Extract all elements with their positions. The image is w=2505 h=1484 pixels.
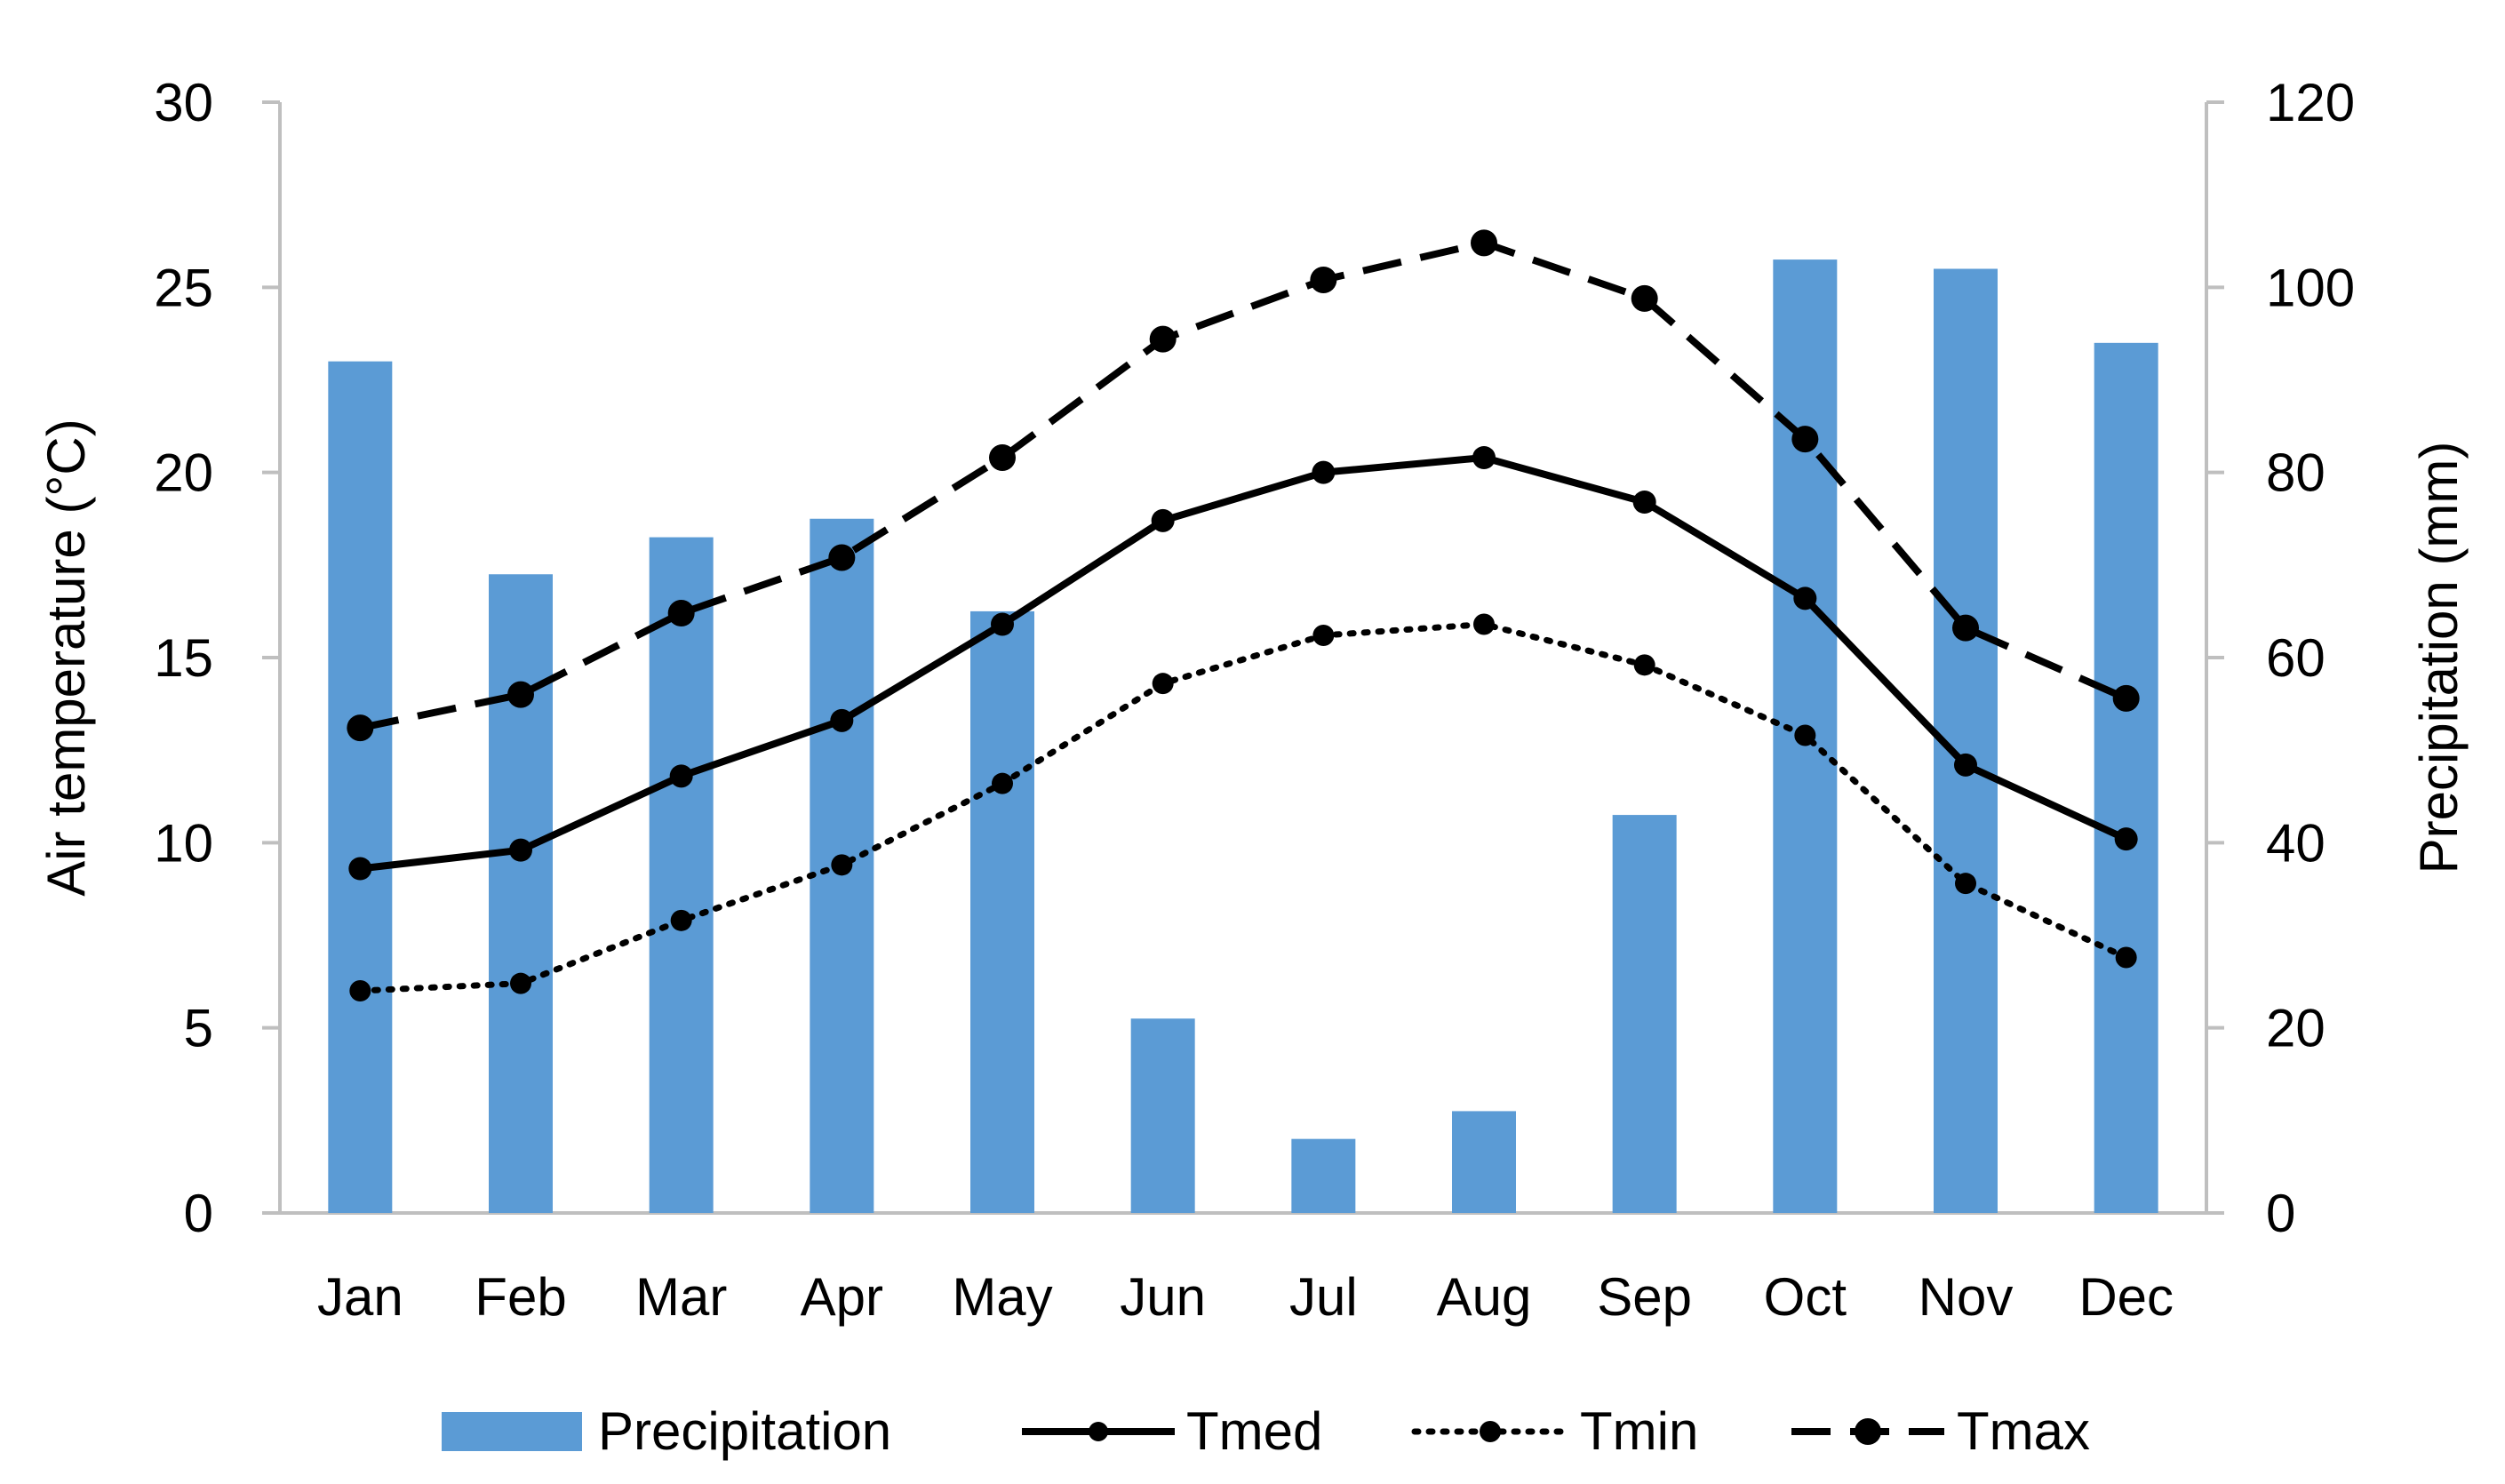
precipitation-bar-feb: [489, 574, 553, 1213]
point-tmax-aug: [1471, 229, 1497, 257]
right-tick-label: 40: [2266, 813, 2326, 873]
left-tick-label: 10: [154, 813, 213, 873]
point-tmin-sep: [1633, 654, 1655, 676]
precipitation-bars: [328, 259, 2158, 1214]
left-tick-label: 0: [184, 1184, 213, 1243]
legend-item-tmax: Tmax: [1791, 1401, 2090, 1461]
precipitation-bar-jun: [1130, 1018, 1195, 1213]
point-tmax-apr: [828, 544, 856, 571]
precipitation-bar-jan: [328, 361, 393, 1214]
legend-label-tmax: Tmax: [1957, 1401, 2090, 1461]
line-tmax: [359, 239, 2128, 732]
precipitation-bar-jul: [1291, 1138, 1356, 1213]
left-tick-label: 20: [154, 443, 213, 503]
point-tmax-feb: [507, 681, 534, 708]
point-tmed-jun: [1151, 508, 1175, 532]
right-tick-label: 20: [2266, 999, 2326, 1058]
left-axis-title: Air temperature (°C): [36, 419, 96, 896]
month-label-mar: Mar: [635, 1267, 727, 1327]
month-label-aug: Aug: [1437, 1267, 1532, 1327]
right-tick-label: 100: [2266, 258, 2355, 317]
left-tick-label: 15: [154, 628, 213, 688]
point-tmin-dec: [2115, 946, 2137, 969]
point-tmin-nov: [1955, 873, 1976, 895]
right-tick-label: 80: [2266, 443, 2326, 503]
point-tmax-jul: [1310, 267, 1337, 293]
month-label-sep: Sep: [1597, 1267, 1692, 1327]
line-tmed: [359, 454, 2128, 873]
point-tmax-dec: [2112, 684, 2140, 712]
month-label-oct: Oct: [1764, 1267, 1847, 1327]
legend-item-tmed: Tmed: [1022, 1401, 1322, 1461]
point-tmax-may: [989, 444, 1016, 471]
precipitation-bar-may: [970, 610, 1034, 1213]
point-tmed-jul: [1312, 460, 1336, 484]
right-tick-label: 60: [2266, 628, 2326, 688]
month-label-jul: Jul: [1289, 1267, 1358, 1327]
legend-marker-tmed: [1089, 1422, 1108, 1441]
point-tmin-oct: [1794, 724, 1816, 746]
temperature-lines: [347, 229, 2140, 1001]
point-tmed-mar: [669, 764, 693, 788]
precipitation-bar-mar: [649, 537, 714, 1213]
point-tmed-jan: [348, 857, 372, 881]
left-tick-label: 25: [154, 258, 213, 317]
point-tmin-may: [992, 772, 1013, 794]
right-tick-label: 120: [2266, 73, 2355, 132]
precipitation-bar-aug: [1452, 1111, 1516, 1213]
legend-item-precipitation: Precipitation: [442, 1401, 891, 1461]
legend-item-tmin: Tmin: [1411, 1401, 1698, 1461]
point-tmed-apr: [830, 708, 854, 732]
month-label-dec: Dec: [2078, 1267, 2174, 1327]
right-tick-label: 0: [2266, 1184, 2295, 1243]
point-tmed-oct: [1793, 586, 1817, 610]
legend-label-tmin: Tmin: [1580, 1401, 1698, 1461]
point-tmed-feb: [509, 838, 532, 862]
point-tmin-mar: [670, 909, 692, 931]
point-tmax-jun: [1149, 325, 1177, 353]
point-tmed-sep: [1632, 491, 1656, 514]
legend-swatch-precipitation: [442, 1412, 582, 1451]
point-tmin-jun: [1152, 673, 1174, 695]
point-tmin-aug: [1473, 613, 1495, 635]
point-tmed-aug: [1472, 446, 1496, 469]
x-axis-tick-labels: Jan Feb Mar Apr May Jun Jul Aug Sep Oct Nov Dec: [317, 1267, 2174, 1327]
precipitation-bar-sep: [1612, 815, 1677, 1213]
month-label-may: May: [952, 1267, 1052, 1327]
point-tmed-may: [991, 612, 1014, 636]
point-tmax-nov: [1952, 614, 1979, 642]
right-axis-title: Precipitation (mm): [2409, 442, 2469, 874]
line-tmin: [356, 621, 2130, 994]
left-tick-label: 30: [154, 73, 213, 132]
left-tick-label: 5: [184, 999, 213, 1058]
point-tmin-jan: [349, 980, 371, 1001]
month-label-apr: Apr: [801, 1267, 883, 1327]
month-label-jan: Jan: [317, 1267, 403, 1327]
point-tmin-feb: [510, 972, 531, 994]
legend-marker-tmin: [1480, 1421, 1501, 1442]
month-label-feb: Feb: [475, 1267, 566, 1327]
point-tmax-sep: [1631, 284, 1658, 312]
month-label-jun: Jun: [1120, 1267, 1206, 1327]
legend: Precipitation Tmed Tmin Tmax: [442, 1401, 2090, 1461]
point-tmax-oct: [1791, 426, 1819, 453]
month-label-nov: Nov: [1919, 1267, 2014, 1327]
point-tmed-nov: [1954, 753, 1977, 777]
legend-label-precipitation: Precipitation: [598, 1401, 891, 1461]
point-tmin-apr: [831, 854, 853, 876]
point-tmed-dec: [2114, 827, 2138, 851]
precipitation-bar-dec: [2094, 342, 2158, 1213]
point-tmax-mar: [667, 600, 695, 626]
left-axis-ticks: 0 5 10 15 20 25 30: [154, 73, 280, 1243]
legend-marker-tmax: [1855, 1418, 1881, 1445]
right-axis-ticks: 0 20 40 60 80 100 120: [2206, 73, 2355, 1243]
point-tmin-jul: [1312, 625, 1335, 646]
legend-label-tmed: Tmed: [1186, 1401, 1322, 1461]
point-tmax-jan: [347, 714, 374, 742]
